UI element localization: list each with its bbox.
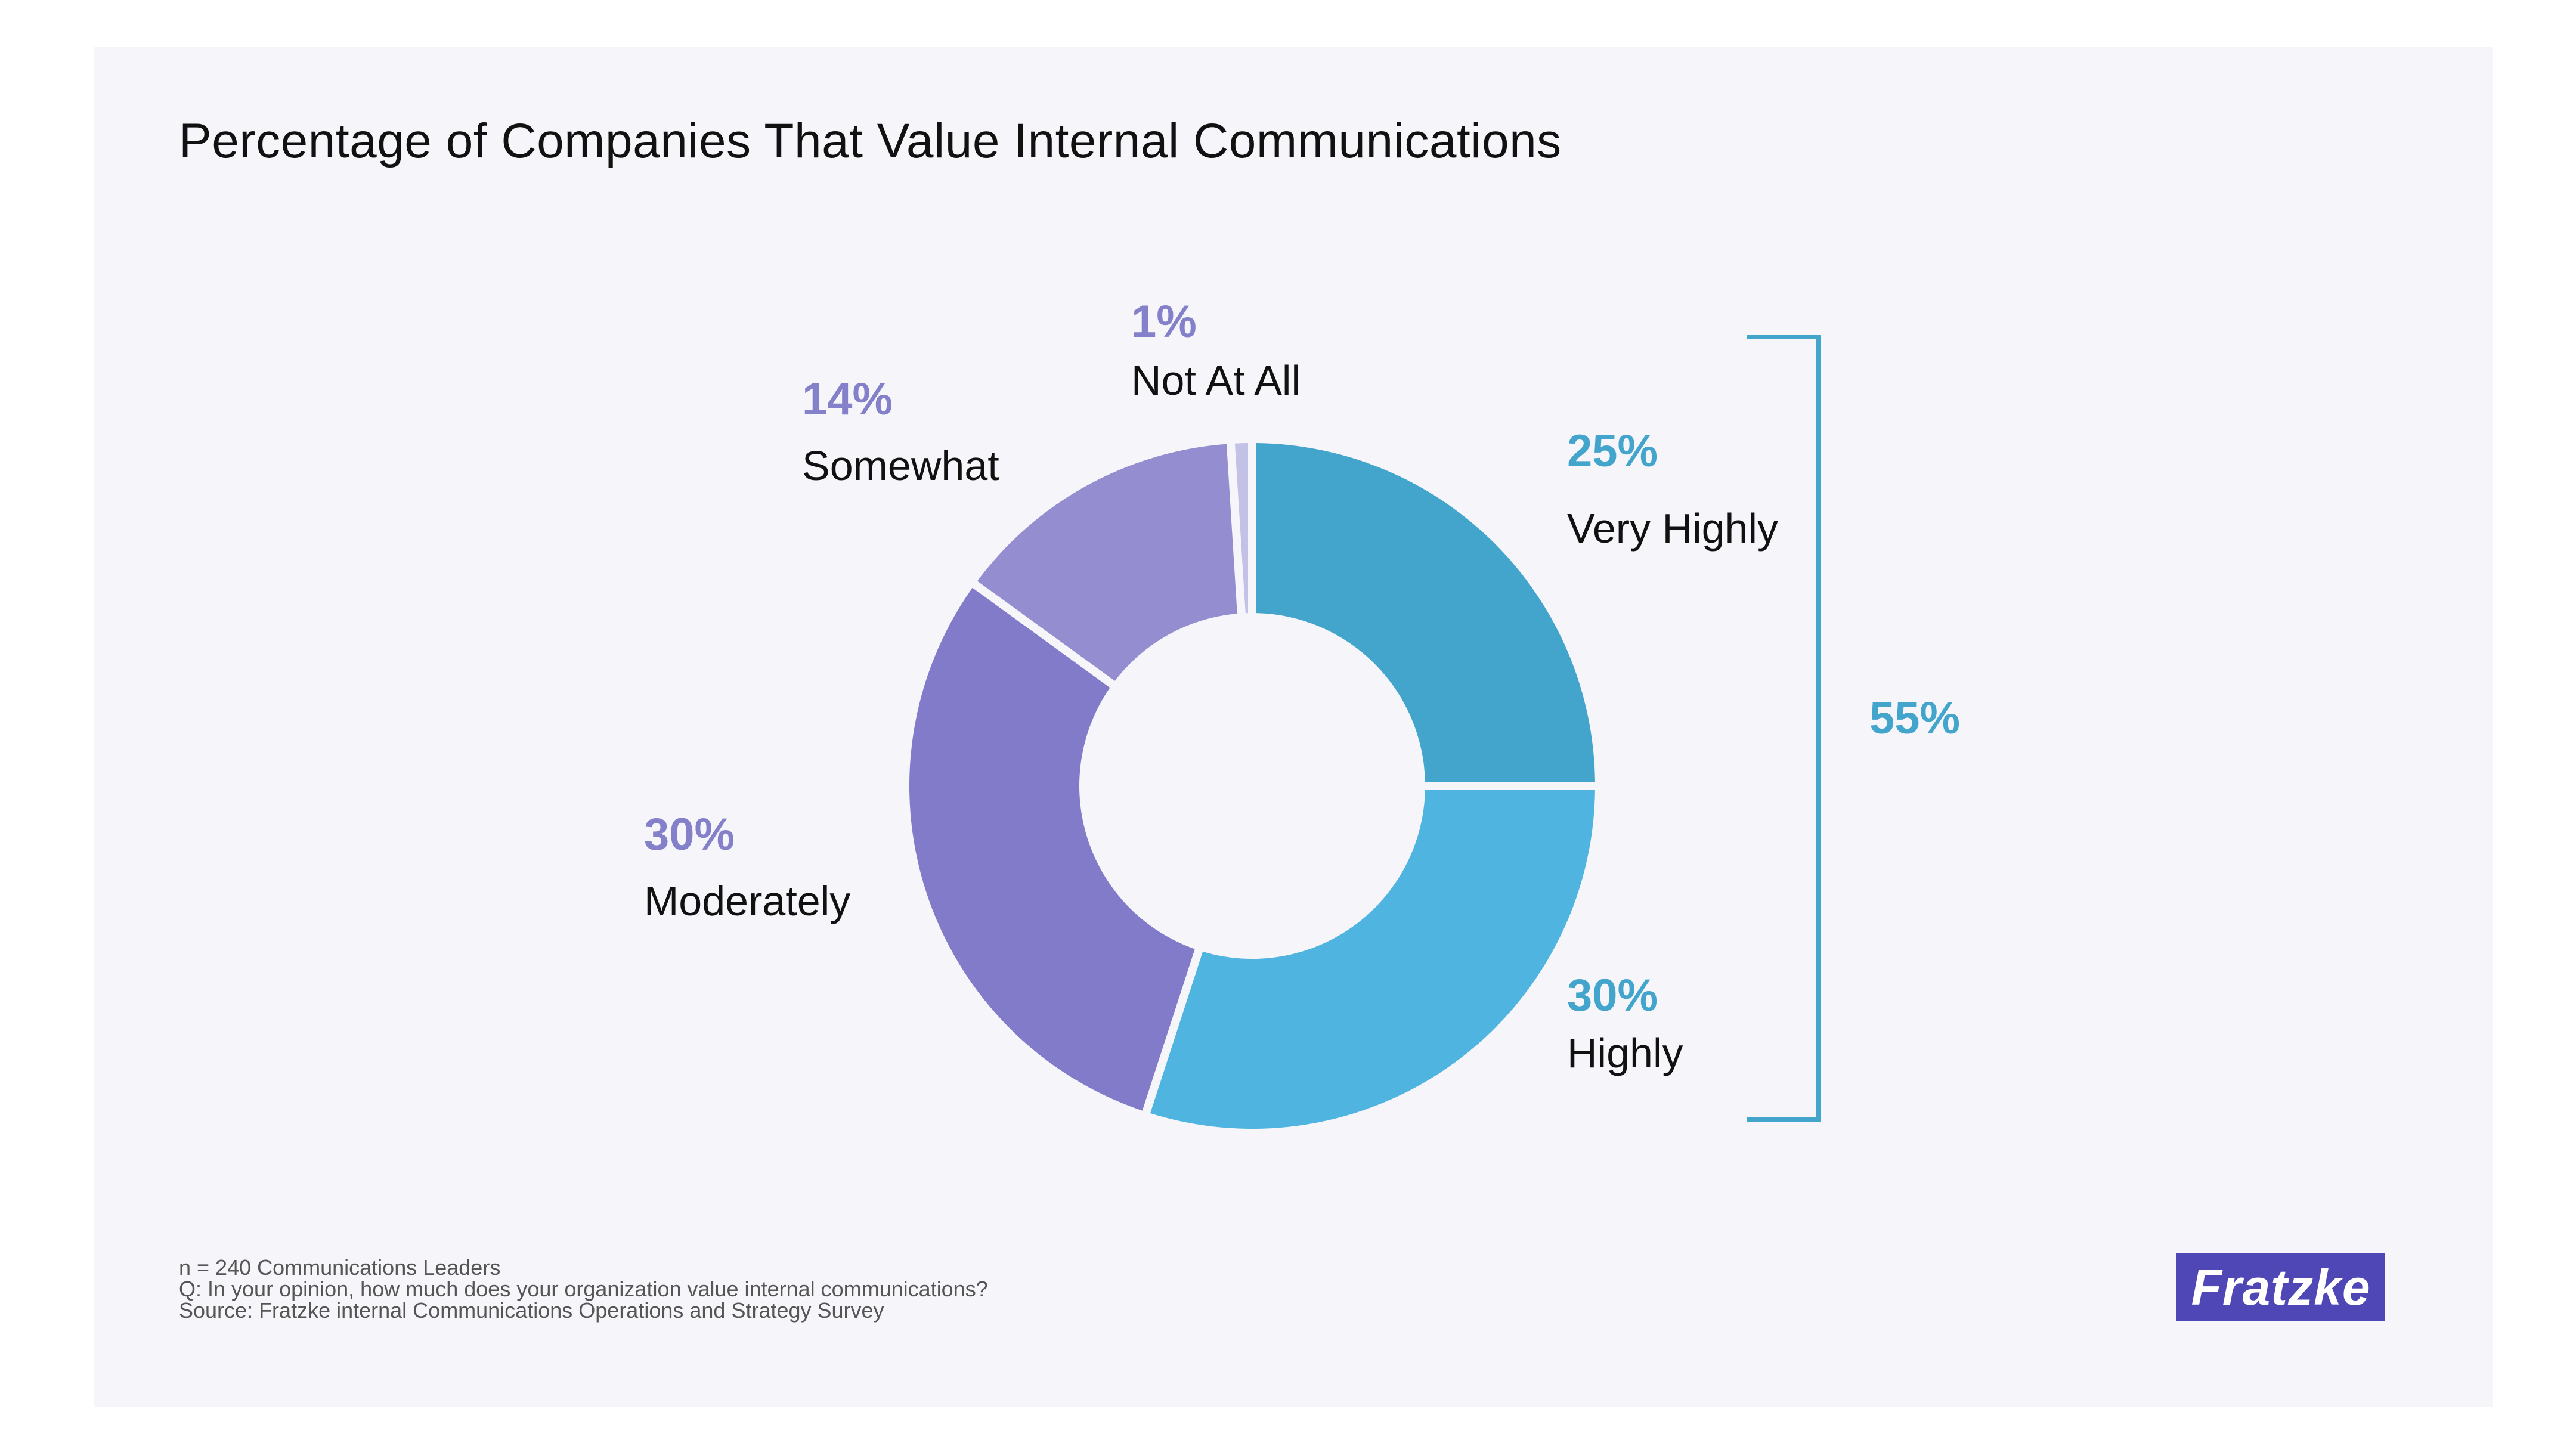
category-label-somewhat: Somewhat <box>802 442 999 489</box>
bracket-group: 55% <box>1747 335 1960 1122</box>
donut-slices <box>909 443 1595 1129</box>
category-label-not-at-all: Not At All <box>1131 357 1301 404</box>
bracket-total-label: 55% <box>1869 693 1960 744</box>
logo-text: Fratzke <box>2191 1259 2371 1315</box>
value-label-very-highly: 25% <box>1567 426 1658 476</box>
footnote-question: Q: In your opinion, how much does your o… <box>179 1277 988 1301</box>
category-label-very-highly: Very Highly <box>1567 505 1778 552</box>
footnotes: n = 240 Communications Leaders Q: In you… <box>179 1257 988 1321</box>
value-label-highly: 30% <box>1567 970 1658 1021</box>
footnote-source: Source: Fratzke internal Communications … <box>179 1298 884 1323</box>
donut-slice-not-at-all <box>1234 443 1249 614</box>
chart-panel <box>94 47 2493 1407</box>
bracket-line <box>1747 335 1821 1122</box>
donut-slice-somewhat <box>977 444 1237 681</box>
value-label-moderately: 30% <box>644 809 735 860</box>
donut-slice-very-highly <box>1256 443 1595 782</box>
fratzke-logo: Fratzke <box>2176 1253 2385 1321</box>
category-label-moderately: Moderately <box>644 878 850 924</box>
value-label-not-at-all: 1% <box>1131 296 1197 347</box>
donut-slice-moderately <box>909 587 1195 1111</box>
footnote-sample: n = 240 Communications Leaders <box>179 1255 501 1280</box>
chart-title: Percentage of Companies That Value Inter… <box>179 114 1562 168</box>
category-label-highly: Highly <box>1567 1030 1683 1076</box>
value-label-somewhat: 14% <box>802 374 893 425</box>
slice-labels: 25% Very Highly 30% Highly 30% Moderately 14% S… <box>644 296 1778 1076</box>
donut-slice-highly <box>1150 789 1595 1129</box>
